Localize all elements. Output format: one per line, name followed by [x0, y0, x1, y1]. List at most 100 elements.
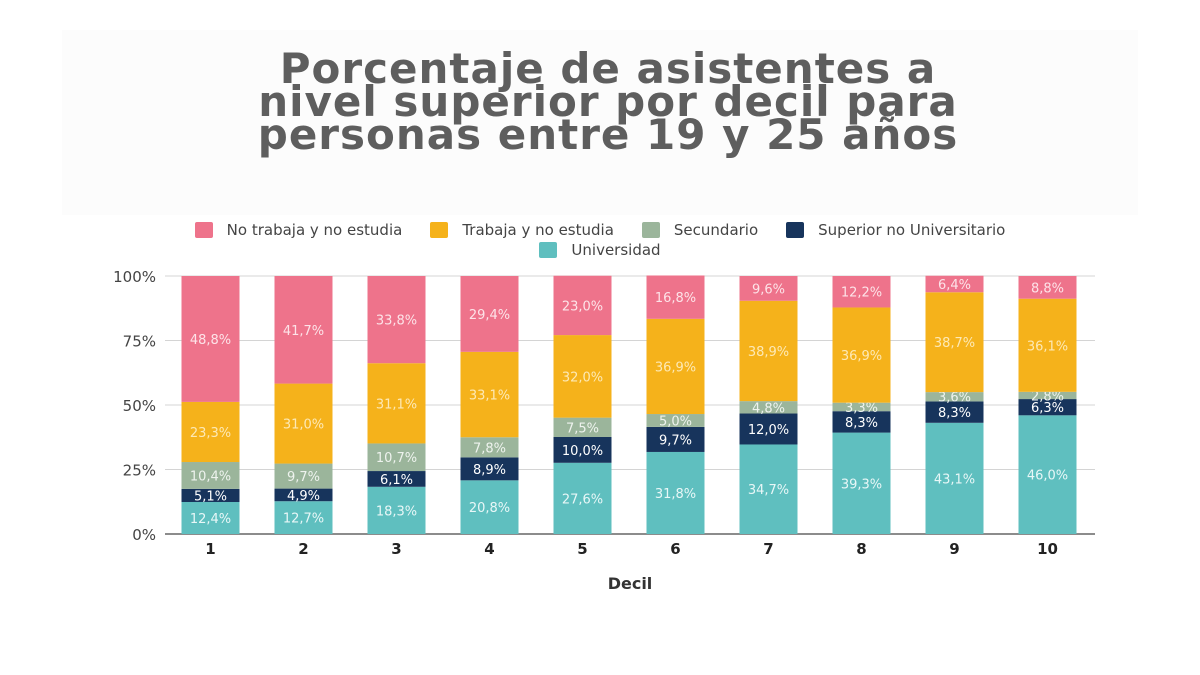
bar-segment [925, 401, 984, 423]
data-label: 31,8% [655, 487, 696, 502]
data-label: 29,4% [469, 308, 510, 323]
data-label: 33,8% [376, 314, 417, 329]
data-label: 8,3% [938, 406, 971, 421]
x-tick-label: 5 [577, 540, 587, 558]
bar-segment [925, 292, 984, 393]
bar-segment [181, 401, 240, 463]
legend-item: Universidad [539, 241, 661, 259]
bar-segment [1018, 298, 1077, 392]
data-label: 12,7% [283, 512, 324, 527]
bar-segment [1018, 391, 1077, 400]
data-label: 4,9% [287, 489, 320, 504]
data-label: 23,3% [190, 426, 231, 441]
x-tick-label: 6 [670, 540, 680, 558]
data-label: 20,8% [469, 501, 510, 516]
data-label: 9,7% [287, 470, 320, 485]
data-label: 12,0% [748, 423, 789, 438]
x-tick-label: 8 [856, 540, 866, 558]
legend-item: Trabaja y no estudia [430, 221, 614, 239]
bar-segment [646, 414, 705, 427]
data-label: 3,6% [938, 391, 971, 406]
data-label: 6,3% [1031, 401, 1064, 416]
title-panel [62, 30, 1138, 215]
bar-segment [181, 462, 240, 489]
bar-segment [367, 471, 426, 487]
data-label: 3,3% [845, 401, 878, 416]
bar-segment [646, 275, 705, 319]
data-label: 8,8% [1031, 281, 1064, 296]
data-label: 12,4% [190, 512, 231, 527]
x-tick-label: 4 [484, 540, 494, 558]
bar-segment [553, 335, 612, 418]
bar-segment [367, 363, 426, 444]
legend-row: No trabaja y no estudia Trabaja y no estu… [100, 220, 1100, 240]
data-label: 5,0% [659, 414, 692, 429]
legend-swatch [786, 222, 805, 238]
bar-segment [181, 488, 240, 503]
legend-item: Secundario [641, 221, 759, 239]
bar-segment [832, 432, 891, 534]
data-label: 36,1% [1027, 339, 1068, 354]
data-label: 9,6% [752, 282, 785, 297]
bar-segment [646, 451, 705, 534]
bar-segment [646, 318, 705, 415]
bar-segment [925, 275, 984, 293]
bar-segment [739, 444, 798, 534]
legend-swatch [430, 222, 449, 238]
y-tick-label: 50% [123, 397, 156, 415]
data-label: 38,9% [748, 345, 789, 360]
data-label: 41,7% [283, 324, 324, 339]
bar-segment [739, 276, 798, 301]
data-label: 12,2% [841, 286, 882, 301]
legend-item: Superior no Universitario [786, 221, 1005, 239]
data-label: 39,3% [841, 477, 882, 492]
bar-segment [739, 401, 798, 414]
data-label: 34,7% [748, 483, 789, 498]
data-label: 33,1% [469, 389, 510, 404]
bar-segment [274, 383, 333, 464]
y-tick-label: 100% [113, 268, 156, 286]
bar-segment [1018, 276, 1077, 299]
x-tick-label: 9 [949, 540, 959, 558]
bar-segment [553, 462, 612, 534]
data-label: 8,9% [473, 463, 506, 478]
data-label: 46,0% [1027, 469, 1068, 484]
bar-segment [367, 443, 426, 472]
x-tick-label: 3 [391, 540, 401, 558]
legend: No trabaja y no estudia Trabaja y no estu… [100, 220, 1100, 260]
data-label: 2,8% [1031, 389, 1064, 404]
bar-segment [274, 501, 333, 534]
data-label: 7,8% [473, 441, 506, 456]
bar-segment [367, 276, 426, 364]
bar-segment [460, 480, 519, 534]
bar-segment [553, 417, 612, 437]
bar-segment [739, 413, 798, 445]
bar-segment [460, 457, 519, 481]
data-label: 5,1% [194, 489, 227, 504]
legend-label: Trabaja y no estudia [462, 221, 614, 239]
x-axis-label: Decil [607, 574, 653, 593]
bar-segment [460, 437, 519, 458]
data-label: 18,3% [376, 504, 417, 519]
bar-segment [739, 300, 798, 402]
x-tick-label: 1 [205, 540, 215, 558]
data-label: 31,1% [376, 397, 417, 412]
data-label: 6,1% [380, 473, 413, 488]
bar-segment [460, 276, 519, 352]
bar-segment [181, 502, 240, 534]
legend-label: Secundario [673, 221, 759, 239]
data-label: 6,4% [938, 278, 971, 293]
bar-segment [274, 276, 333, 384]
data-label: 27,6% [562, 492, 603, 507]
legend-item: No trabaja y no estudia [194, 221, 402, 239]
bar-segment [832, 276, 891, 308]
legend-label: Superior no Universitario [818, 221, 1006, 239]
data-label: 16,8% [655, 291, 696, 306]
bar-segment [1018, 399, 1077, 416]
data-label: 32,0% [562, 370, 603, 385]
y-tick-label: 0% [132, 526, 156, 544]
bar-segment [274, 463, 333, 489]
bar-segment [460, 351, 519, 438]
data-label: 48,8% [190, 333, 231, 348]
